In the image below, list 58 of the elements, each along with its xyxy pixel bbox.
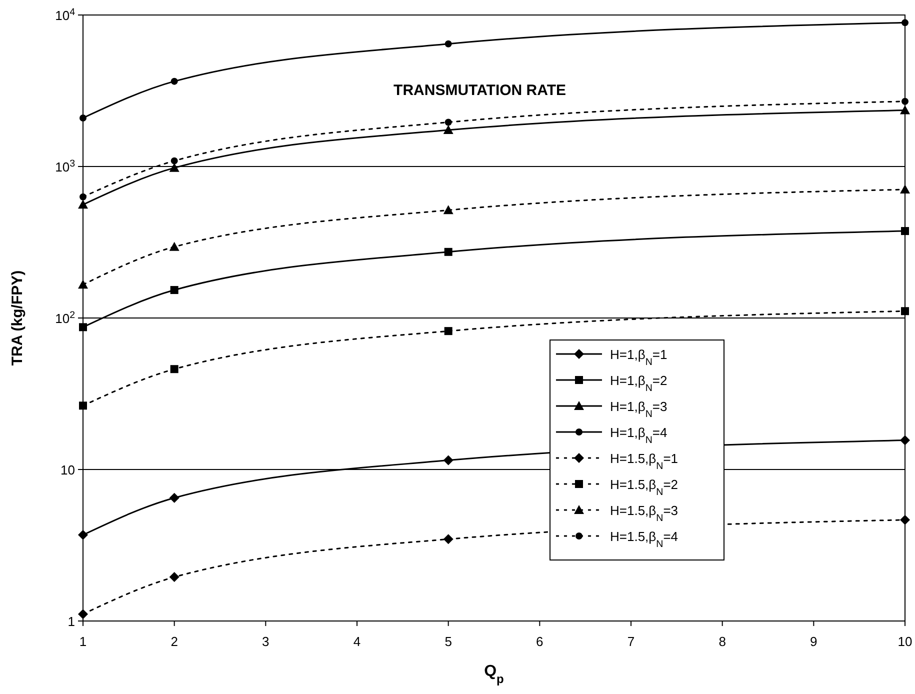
point: [80, 193, 86, 200]
x-tick-label: 6: [536, 634, 544, 649]
x-tick-label: 3: [262, 634, 270, 649]
text: TRANSMUTATION RATE: [394, 82, 566, 99]
point: [444, 40, 452, 48]
point: [78, 200, 88, 209]
x-tick-label: 7: [627, 634, 635, 649]
x-tick-label: 4: [353, 634, 361, 649]
legend-label: H=1.5,β$_{N}$=3: [610, 503, 678, 524]
x-axis-title: Q$_{p}$: [484, 663, 504, 686]
point: [900, 105, 910, 114]
point: [170, 157, 178, 164]
y-tick-label: 10$^{2}$: [55, 310, 75, 326]
point: [444, 248, 452, 256]
point: [170, 286, 178, 294]
point: [79, 402, 87, 410]
point: [900, 184, 910, 194]
point: [169, 242, 180, 251]
point: [443, 205, 454, 214]
y-tick-label: 10$^{3}$: [55, 158, 75, 174]
point: [900, 514, 910, 525]
legend-label: H=1.5,β$_{N}$=4: [610, 529, 678, 550]
point: [169, 572, 180, 582]
x-tick-label: 5: [444, 634, 452, 649]
point: [78, 609, 88, 620]
x-tick-label: 8: [718, 634, 726, 649]
x-tick-label: 2: [170, 634, 178, 649]
y-tick-label: 10$^{4}$: [55, 6, 76, 23]
x-tick-label: 1: [79, 634, 87, 649]
point: [900, 435, 910, 446]
point: [901, 227, 909, 236]
point: [169, 492, 180, 503]
x-tick-label: 10: [898, 634, 912, 649]
legend-label: H=1.5,β$_{N}$=2: [610, 477, 678, 498]
legend-label: H=1,β$_{N}$=4: [610, 425, 668, 446]
point: [78, 280, 88, 289]
point: [902, 19, 908, 26]
point: [170, 365, 178, 374]
point: [443, 125, 454, 134]
point: [79, 323, 87, 332]
point: [901, 307, 909, 316]
y-axis-title: TRA (kg/FPY): [9, 270, 26, 366]
point: [444, 327, 452, 336]
point: [443, 455, 454, 466]
legend-label: H=1.5,β$_{N}$=1: [610, 451, 678, 472]
x-tick-label: 9: [810, 634, 818, 649]
point: [902, 98, 908, 105]
point: [78, 530, 88, 540]
legend-label: H=1,β$_{N}$=1: [610, 347, 668, 368]
y-tick-label: 1: [68, 614, 75, 629]
legend-label: H=1,β$_{N}$=3: [610, 399, 668, 420]
point: [80, 114, 86, 122]
y-tick-label: 10: [60, 462, 75, 478]
legend-label: H=1,β$_{N}$=2: [610, 373, 668, 394]
point: [444, 118, 452, 126]
point: [169, 162, 180, 172]
point: [443, 534, 454, 544]
point: [170, 78, 178, 85]
